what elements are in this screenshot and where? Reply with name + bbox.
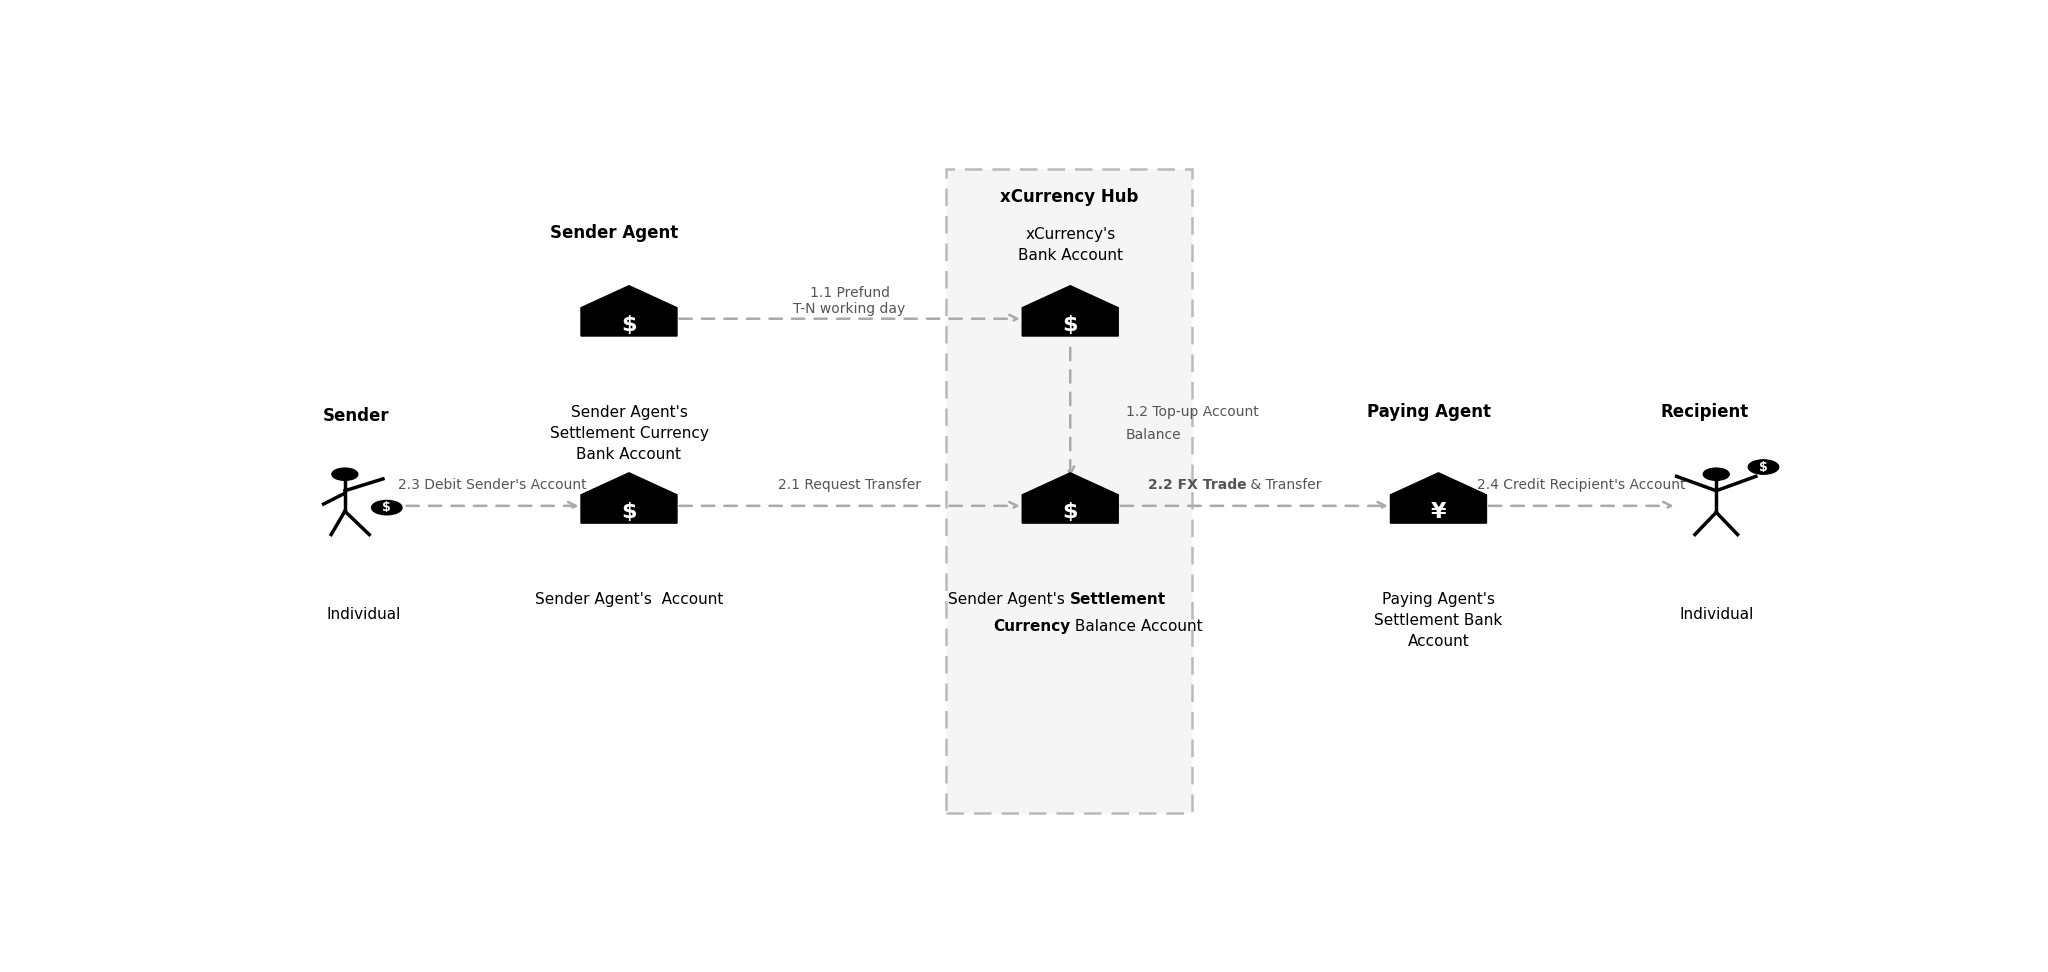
Text: xCurrency Hub: xCurrency Hub	[999, 188, 1139, 206]
Text: & Transfer: & Transfer	[1247, 478, 1321, 493]
Text: Sender Agent's
Settlement Currency
Bank Account: Sender Agent's Settlement Currency Bank …	[549, 404, 709, 462]
Text: $: $	[621, 502, 637, 522]
Text: Currency: Currency	[993, 619, 1071, 634]
Text: $: $	[1063, 315, 1077, 334]
Polygon shape	[582, 472, 678, 523]
Text: Individual: Individual	[328, 607, 401, 622]
Polygon shape	[1022, 286, 1118, 336]
Circle shape	[332, 469, 358, 480]
Polygon shape	[1391, 472, 1487, 523]
Text: xCurrency's
Bank Account: xCurrency's Bank Account	[1018, 226, 1122, 262]
Polygon shape	[1022, 472, 1118, 523]
Text: Paying Agent: Paying Agent	[1368, 403, 1491, 421]
Text: Sender Agent: Sender Agent	[549, 224, 678, 242]
Text: $: $	[1759, 461, 1767, 473]
Text: 2.1 Request Transfer: 2.1 Request Transfer	[778, 478, 922, 493]
Text: Settlement: Settlement	[1071, 592, 1167, 607]
Text: Balance Account: Balance Account	[1071, 619, 1202, 634]
Circle shape	[1704, 469, 1729, 480]
FancyBboxPatch shape	[946, 169, 1192, 813]
Text: T-N working day: T-N working day	[793, 302, 905, 317]
Text: 2.2 FX Trade: 2.2 FX Trade	[1147, 478, 1247, 493]
Text: 2.3 Debit Sender's Account: 2.3 Debit Sender's Account	[397, 478, 588, 493]
Polygon shape	[582, 286, 678, 336]
Text: Balance: Balance	[1126, 428, 1182, 441]
Text: Sender Agent's: Sender Agent's	[948, 592, 1071, 607]
Text: 1.2 Top-up Account: 1.2 Top-up Account	[1126, 405, 1260, 419]
Text: $: $	[1063, 502, 1077, 522]
Text: Paying Agent's
Settlement Bank
Account: Paying Agent's Settlement Bank Account	[1374, 592, 1503, 649]
Text: Individual: Individual	[1679, 607, 1753, 622]
Text: 2.4 Credit Recipient's Account: 2.4 Credit Recipient's Account	[1477, 478, 1686, 493]
Text: $: $	[383, 502, 391, 514]
Text: 1.1 Prefund: 1.1 Prefund	[809, 286, 889, 300]
Text: Recipient: Recipient	[1661, 403, 1749, 421]
Circle shape	[371, 501, 401, 515]
Text: $: $	[621, 315, 637, 334]
Text: Sender Agent's  Account: Sender Agent's Account	[535, 592, 723, 607]
Text: Sender: Sender	[324, 407, 389, 425]
Circle shape	[1749, 460, 1780, 474]
Text: ¥: ¥	[1432, 502, 1446, 522]
